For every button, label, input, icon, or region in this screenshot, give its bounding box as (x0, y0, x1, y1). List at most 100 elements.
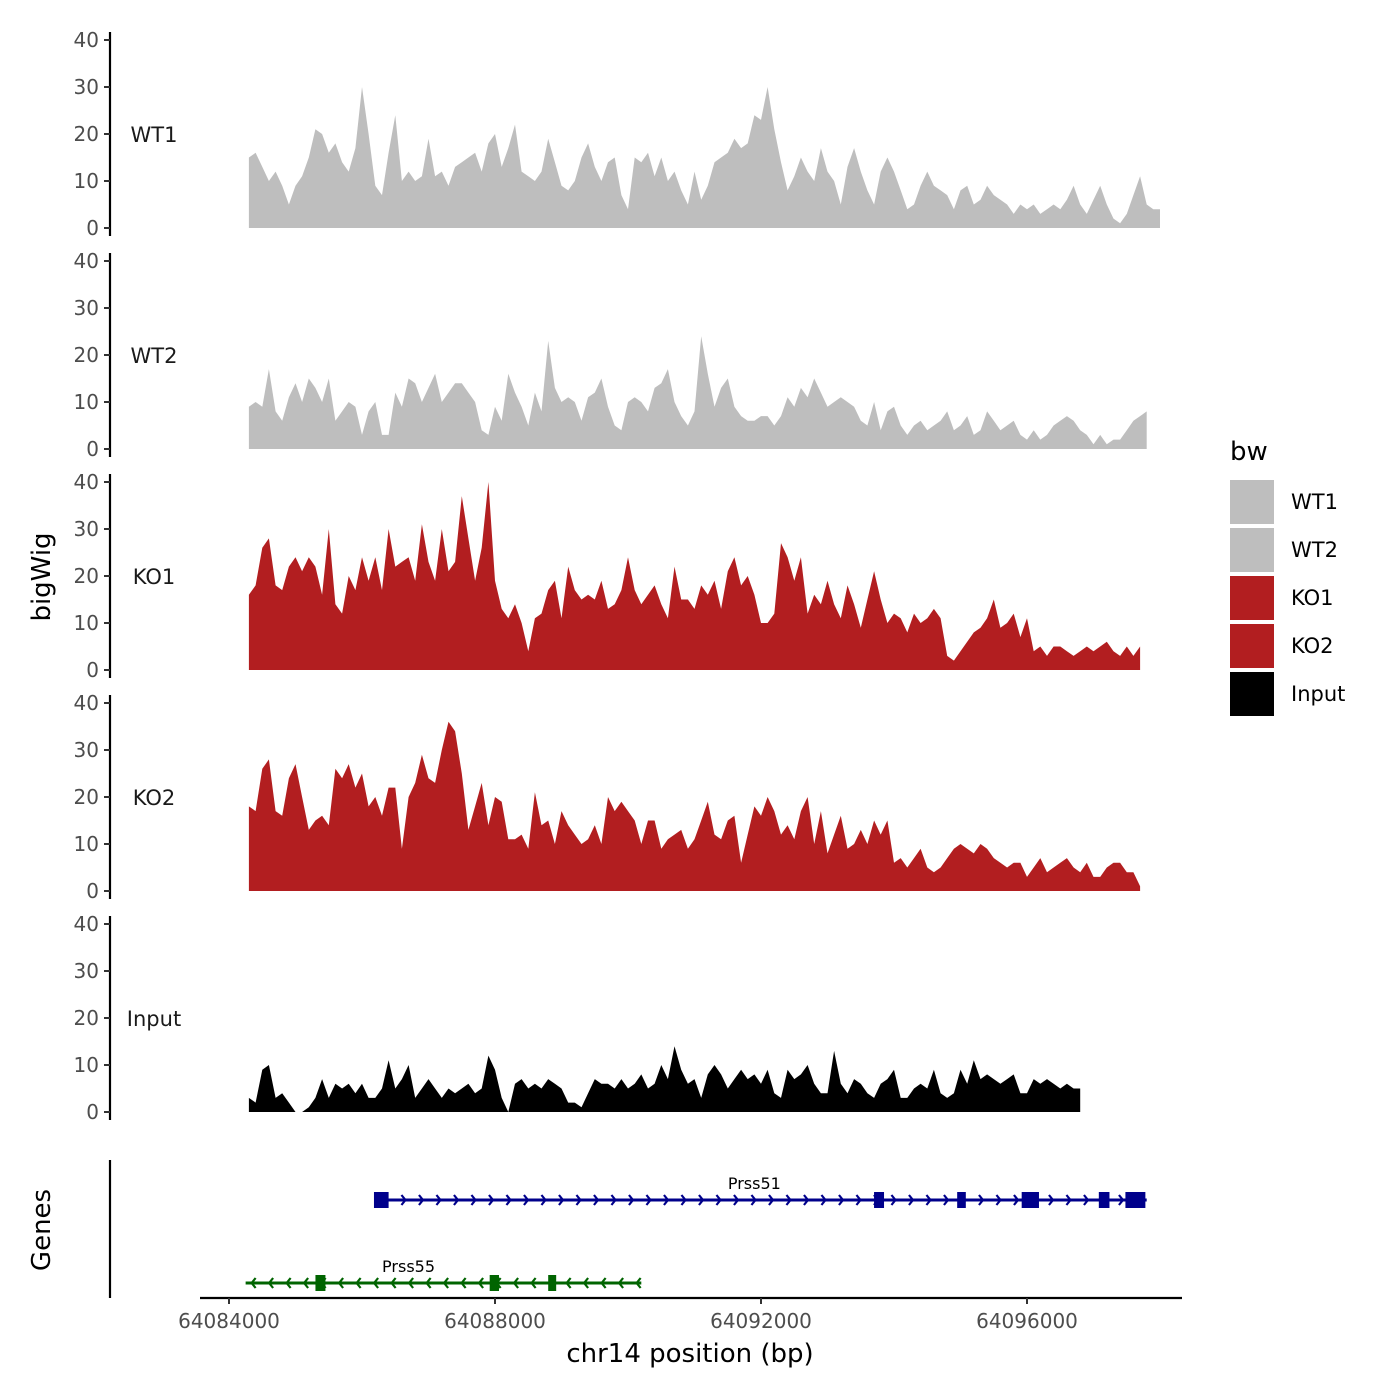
strand-chevron (582, 1277, 589, 1289)
strand-chevron (355, 1277, 362, 1289)
y-tick-label: 20 (74, 1006, 99, 1030)
area-ko1 (248, 482, 1141, 670)
legend-label: WT2 (1291, 538, 1338, 562)
y-tick-label: 20 (74, 343, 99, 367)
strand-chevron (593, 1194, 600, 1206)
strand-chevron (733, 1194, 740, 1206)
strand-chevron (1118, 1194, 1125, 1206)
gene-label: Prss51 (728, 1174, 781, 1193)
strand-chevron (453, 1194, 460, 1206)
gene-label: Prss55 (382, 1257, 435, 1276)
legend-label: Input (1291, 682, 1345, 706)
strand-chevron (635, 1277, 642, 1289)
strand-chevron (285, 1277, 292, 1289)
y-tick-label: 40 (74, 912, 99, 936)
y-tick-label: 30 (74, 517, 99, 541)
y-tick-label: 10 (74, 169, 99, 193)
y-tick-label: 30 (74, 738, 99, 762)
x-axis: 64084000 64088000 64092000 64096000 (178, 1296, 1182, 1333)
strand-chevron (488, 1194, 495, 1206)
strand-chevron (855, 1194, 862, 1206)
strand-chevron (565, 1277, 572, 1289)
exon (1125, 1192, 1146, 1208)
strand-chevron (442, 1277, 449, 1289)
y-tick-label: 20 (74, 564, 99, 588)
strand-chevron (477, 1277, 484, 1289)
strand-chevron (1083, 1194, 1090, 1206)
strand-chevron (600, 1277, 607, 1289)
panel-label: KO2 (133, 786, 176, 810)
strand-chevron (890, 1194, 897, 1206)
gene-prss51: Prss51 (373, 1174, 1147, 1208)
genes-axis-title: Genes (27, 1189, 57, 1271)
y-tick-label: 40 (74, 249, 99, 273)
y-tick-label: 10 (74, 832, 99, 856)
strand-chevron (698, 1194, 705, 1206)
panel-wt1: 0 10 20 30 40 WT1 (74, 28, 1160, 240)
area-wt2 (248, 336, 1147, 449)
strand-chevron (768, 1194, 775, 1206)
strand-chevron (267, 1277, 274, 1289)
legend-key-input (1230, 672, 1274, 716)
y-tick-label: 40 (74, 470, 99, 494)
legend-label: KO1 (1291, 586, 1334, 610)
legend-label: KO2 (1291, 634, 1334, 658)
area-input (248, 1046, 1081, 1112)
panel-label: Input (127, 1007, 181, 1031)
strand-chevron (715, 1194, 722, 1206)
y-tick-label: 0 (86, 437, 99, 461)
strand-chevron (943, 1194, 950, 1206)
exon (1098, 1192, 1110, 1208)
panel-ko2: 0 10 20 30 40 KO2 (74, 691, 1141, 903)
panel-ko1: 0 10 20 30 40 KO1 (74, 470, 1141, 682)
strand-chevron (575, 1194, 582, 1206)
y-axis-title: bigWig (27, 532, 57, 621)
strand-chevron (540, 1194, 547, 1206)
panel-input: 0 10 20 30 40 Input (74, 912, 1081, 1124)
strand-chevron (1065, 1194, 1072, 1206)
strand-chevron (435, 1194, 442, 1206)
strand-chevron (617, 1277, 624, 1289)
strand-chevron (470, 1194, 477, 1206)
strand-chevron (978, 1194, 985, 1206)
strand-chevron (908, 1194, 915, 1206)
strand-chevron (418, 1194, 425, 1206)
strand-chevron (1048, 1194, 1055, 1206)
strand-chevron (505, 1194, 512, 1206)
exon (874, 1192, 885, 1208)
y-tick-label: 0 (86, 1100, 99, 1124)
y-tick-label: 20 (74, 122, 99, 146)
exon (548, 1275, 557, 1291)
legend-key-wt1 (1230, 480, 1274, 524)
strand-chevron (337, 1277, 344, 1289)
strand-chevron (460, 1277, 467, 1289)
x-tick-label: 64096000 (976, 1309, 1078, 1333)
y-tick-label: 30 (74, 296, 99, 320)
strand-chevron (645, 1194, 652, 1206)
legend-key-ko2 (1230, 624, 1274, 668)
y-tick-label: 20 (74, 785, 99, 809)
strand-chevron (680, 1194, 687, 1206)
strand-chevron (803, 1194, 810, 1206)
area-ko2 (248, 721, 1141, 891)
y-tick-label: 0 (86, 658, 99, 682)
legend-label: WT1 (1291, 490, 1338, 514)
y-tick-label: 40 (74, 28, 99, 52)
strand-chevron (523, 1194, 530, 1206)
strand-chevron (372, 1277, 379, 1289)
legend-title: bw (1230, 437, 1268, 467)
genes-panel: Prss51 Prss55 (108, 1160, 1147, 1298)
y-tick-label: 30 (74, 75, 99, 99)
panel-label: WT1 (131, 123, 178, 147)
x-tick-label: 64092000 (710, 1309, 812, 1333)
legend-key-ko1 (1230, 576, 1274, 620)
exon (1021, 1192, 1039, 1208)
strand-chevron (610, 1194, 617, 1206)
y-tick-label: 10 (74, 611, 99, 635)
panel-label: WT2 (131, 344, 178, 368)
panel-wt2: 0 10 20 30 40 WT2 (74, 249, 1147, 461)
y-tick-label: 10 (74, 390, 99, 414)
strand-chevron (1013, 1194, 1020, 1206)
exon (315, 1275, 326, 1291)
